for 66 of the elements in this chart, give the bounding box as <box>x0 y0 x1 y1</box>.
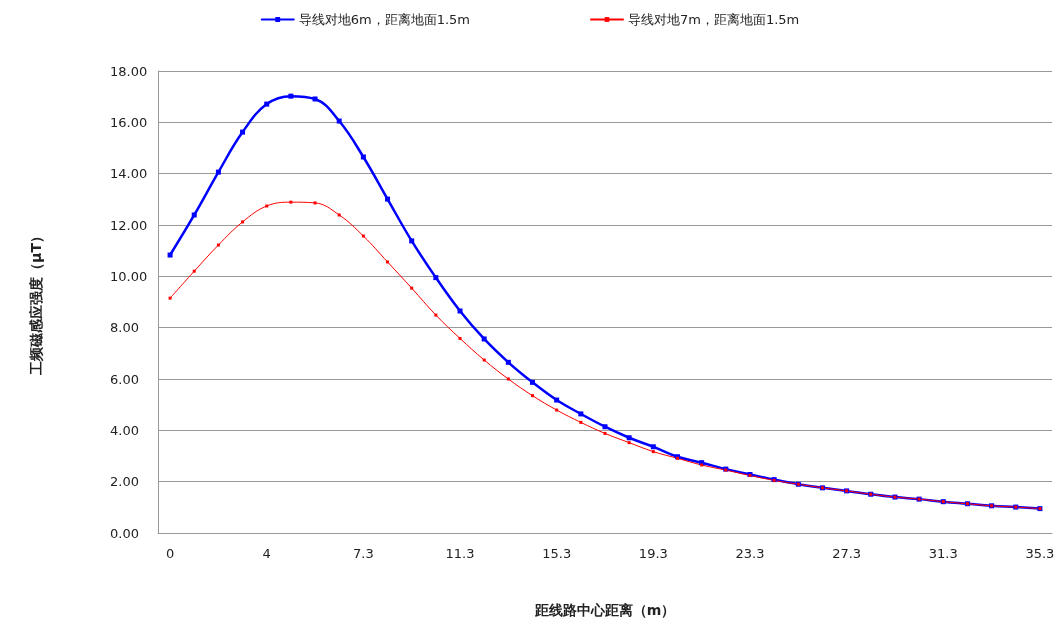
y-tick-label: 12.00 <box>110 217 148 233</box>
point <box>531 394 535 398</box>
point <box>505 359 511 365</box>
point <box>191 212 197 218</box>
x-tick-label: 4 <box>262 546 271 561</box>
y-tick-label: 16.00 <box>110 114 148 130</box>
point <box>482 358 486 362</box>
point <box>168 296 172 300</box>
point <box>360 154 366 160</box>
x-tick-label: 19.3 <box>638 546 668 561</box>
point <box>433 275 439 281</box>
point <box>313 201 317 205</box>
point <box>265 204 269 208</box>
x-tick-label: 23.3 <box>735 546 765 561</box>
point <box>289 200 293 204</box>
point <box>602 424 608 430</box>
point <box>506 377 510 381</box>
point <box>192 269 196 273</box>
x-tick-label: 7.3 <box>353 546 374 561</box>
point <box>167 252 173 258</box>
point <box>603 431 607 435</box>
point <box>241 220 245 224</box>
point <box>555 408 559 412</box>
point <box>457 308 463 314</box>
point <box>337 213 341 217</box>
point <box>578 411 584 417</box>
y-tick-label: 4.00 <box>110 422 139 438</box>
x-tick-label: 11.3 <box>445 546 475 561</box>
point <box>434 313 438 317</box>
point <box>650 444 656 450</box>
x-tick-label: 0 <box>165 546 175 561</box>
point <box>361 234 365 238</box>
point <box>410 286 414 290</box>
y-tick-label: 2.00 <box>110 474 139 490</box>
y-tick-label: 10.00 <box>110 268 148 284</box>
point <box>458 336 462 340</box>
point <box>409 238 415 244</box>
y-tick-label: 14.00 <box>110 166 148 182</box>
legend-label: 导线对地6m，距离地面1.5m <box>298 12 471 27</box>
y-axis-title: 工频磁感应强度（μT） <box>28 229 44 376</box>
point <box>651 450 655 454</box>
y-tick-label: 6.00 <box>110 371 139 387</box>
point <box>627 441 631 445</box>
point <box>554 397 560 403</box>
y-tick-label: 18.00 <box>110 63 148 79</box>
x-tick-label: 27.3 <box>832 546 862 561</box>
x-tick-label: 15.3 <box>542 546 572 561</box>
point <box>626 435 632 441</box>
point <box>336 118 342 124</box>
point <box>481 336 487 342</box>
point <box>385 196 391 202</box>
point <box>215 169 221 175</box>
y-tick-label: 0.00 <box>110 525 139 541</box>
point <box>240 129 246 135</box>
point <box>288 93 294 99</box>
x-tick-label: 31.3 <box>928 546 958 561</box>
x-tick-label: 35.3 <box>1025 546 1055 561</box>
y-tick-label: 8.00 <box>110 320 139 336</box>
point <box>579 420 583 424</box>
point <box>386 260 390 264</box>
legend-label: 导线对地7m，距离地面1.5m <box>628 12 800 27</box>
point <box>264 101 270 107</box>
x-axis-title: 距线路中心距离（m） <box>533 602 676 618</box>
point <box>312 96 318 102</box>
point <box>530 379 536 385</box>
point <box>216 243 220 247</box>
